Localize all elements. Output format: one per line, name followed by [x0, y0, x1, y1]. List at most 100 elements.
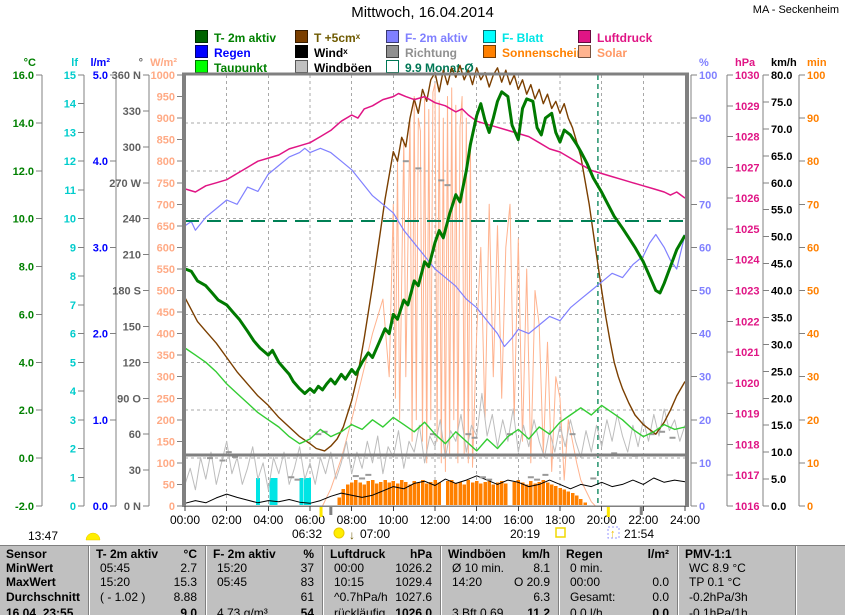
table-header-unit: %	[303, 547, 314, 561]
sunrise-sun-icon	[333, 527, 345, 539]
table-cell-value: 2.7	[180, 561, 197, 575]
table-cell-text: 15:20	[217, 561, 248, 575]
series-bar-Sonnenschein	[358, 482, 362, 505]
axis-tick-label: 1018	[735, 439, 759, 451]
table-cell-value: 11.2	[527, 606, 550, 615]
legend-swatch-icon	[386, 45, 399, 58]
series-bar-F- Blatt	[299, 477, 304, 505]
table-header: T- 2m aktiv	[96, 547, 159, 561]
axis-tick-label: 1027	[735, 162, 759, 174]
table-cell-value: 83	[300, 575, 314, 589]
series-bar-Sonnenschein	[424, 483, 429, 505]
series-bar-Sonnenschein	[529, 481, 533, 505]
table-cell-value: 6.3	[533, 590, 550, 604]
series-bar-Sonnenschein	[499, 481, 504, 505]
table-header: PMV-1:1	[685, 547, 732, 561]
legend-label: F- Blatt	[502, 31, 544, 45]
moon-marker-tick	[329, 507, 333, 515]
series-bar-Sonnenschein	[541, 480, 546, 505]
chart-legend: T- 2m aktiv Regen Taupunkt T +5cmˣ Windˣ Wind…	[0, 28, 845, 75]
legend-label: T +5cmˣ	[314, 31, 361, 45]
axis-tick-label: 35.0	[771, 312, 792, 324]
table-header: F- 2m aktiv	[213, 547, 276, 561]
table-cell-text: 10:15	[334, 575, 365, 589]
series-bar-Sonnenschein	[458, 481, 462, 505]
axis-header: %	[699, 57, 709, 69]
sunset-square-icon	[555, 527, 566, 538]
axis-tick-label: 14	[64, 99, 77, 111]
series-bar-Sonnenschein	[416, 482, 421, 505]
axis-tick-label: 60.0	[771, 178, 792, 190]
current-time-label: 13:47	[28, 529, 58, 543]
x-axis-label: 14:00	[462, 513, 492, 527]
legend-item: F- 2m aktiv	[386, 30, 468, 45]
axis-tick-label: 350	[157, 350, 175, 362]
table-header: Regen	[566, 547, 603, 561]
axis-tick-label: 2	[70, 444, 76, 456]
legend-swatch-icon	[386, 30, 399, 43]
series-bar-Sonnenschein	[449, 480, 454, 505]
axis-tick-label: 1026	[735, 193, 759, 205]
axis-tick-label: 75.0	[771, 97, 792, 109]
legend-item: Solar	[578, 45, 627, 60]
series-bar-Sonnenschein	[395, 483, 400, 505]
legend-swatch-icon	[483, 30, 496, 43]
axis-tick-label: 200	[157, 415, 175, 427]
axis-tick-label: 300	[123, 142, 141, 154]
series-bar-Sonnenschein	[579, 499, 583, 505]
axis-tick-label: 1019	[735, 409, 759, 421]
table-cell-text: -0.2hPa/3h	[689, 590, 748, 604]
series-bar-Sonnenschein	[516, 480, 521, 505]
axis-tick-label: 4.0	[19, 357, 34, 369]
legend-swatch-icon	[578, 45, 591, 58]
axis-tick-label: 12	[64, 156, 76, 168]
axis-tick-label: 55.0	[771, 205, 792, 217]
table-cell-text: 00:00	[570, 575, 601, 589]
axis-tick-label: 90	[807, 113, 819, 125]
table-cell-text: WC 8.9 °C	[689, 561, 746, 575]
series-bar-Sonnenschein	[474, 481, 479, 505]
table-cell-value: 15.3	[173, 575, 197, 589]
series-bar-Sonnenschein	[391, 481, 396, 505]
axis-tick-label: 30	[807, 372, 819, 384]
table-cell-value: 0.0	[652, 575, 669, 589]
axis-tick-label: 50	[807, 286, 819, 298]
legend-item: Sonnenschein	[483, 45, 584, 60]
axis-tick-label: 6.0	[19, 309, 34, 321]
sun-marker-tick	[606, 507, 610, 517]
series-bar-Sonnenschein	[362, 484, 366, 505]
table-cell-value: 8.88	[173, 590, 197, 604]
legend-item: Regen	[195, 45, 251, 60]
legend-item: Windböen	[295, 60, 372, 75]
series-bar-Sonnenschein	[491, 484, 496, 505]
axis-tick-label: 5	[70, 357, 76, 369]
legend-label: T- 2m aktiv	[214, 31, 277, 45]
series-bar-Sonnenschein	[466, 480, 471, 505]
legend-item: F- Blatt	[483, 30, 544, 45]
axis-tick-label: 6	[70, 329, 76, 341]
series-bar-Sonnenschein	[454, 483, 458, 505]
axis-tick-label: 0	[699, 501, 705, 513]
axis-header: hPa	[735, 57, 756, 69]
axis-tick-label: 3	[70, 415, 76, 427]
series-Taupunkt	[184, 347, 686, 452]
series-bar-Sonnenschein	[420, 480, 425, 505]
series-bar-Sonnenschein	[462, 484, 466, 505]
x-axis-label: 24:00	[670, 513, 700, 527]
legend-swatch-icon	[578, 30, 591, 43]
legend-label: Taupunkt	[214, 61, 268, 75]
table-row-label: 16.04. 23:55	[6, 606, 74, 615]
series-bar-Sonnenschein	[470, 482, 475, 505]
series-Luftdruck	[184, 92, 686, 199]
axis-tick-label: 10.0	[771, 447, 792, 459]
series-bar-Sonnenschein	[366, 481, 371, 505]
moonrise-arrow-icon: ↑	[610, 528, 616, 540]
table-cell-value: 37	[300, 561, 314, 575]
series-bar-Sonnenschein	[562, 489, 566, 505]
axis-tick-label: 1025	[735, 224, 759, 236]
axis-tick-label: 1.0	[93, 415, 108, 427]
axis-tick-label: 40	[699, 329, 711, 341]
table-cell-text: 0.0 l/h	[570, 606, 603, 615]
axis-tick-label: 850	[157, 135, 175, 147]
table-cell-text: 0 min.	[570, 561, 603, 575]
